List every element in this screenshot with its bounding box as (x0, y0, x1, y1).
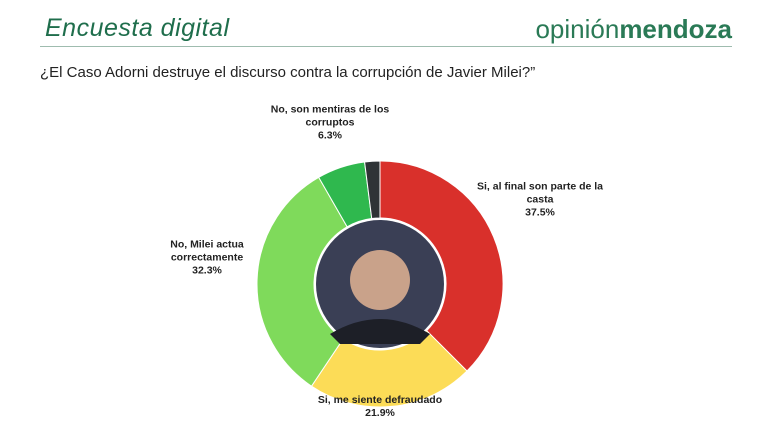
chart-title: ¿El Caso Adorni destruye el discurso con… (40, 64, 536, 81)
slice-label: No, son mentiras de los corruptos 6.3% (265, 104, 395, 143)
slice-value: 32.3% (192, 264, 222, 277)
brand-light: opinión (535, 14, 620, 44)
slice-value: 6.3% (318, 129, 342, 142)
donut-slice (256, 176, 348, 387)
slice-label: No, Milei actua correctamente 32.3% (142, 239, 272, 278)
slice-value: 21.9% (365, 407, 395, 419)
slice-label: Si, me siente defraudado 21.9% (315, 394, 445, 420)
header-title: Encuesta digital (45, 14, 230, 42)
slice-category: Si, me siente defraudado (317, 394, 443, 406)
slice-category: Si, al final son parte de la casta (476, 180, 604, 206)
slice-category: No, son mentiras de los corruptos (270, 103, 390, 129)
donut-slice (379, 160, 504, 372)
slice-category: No, Milei actua correctamente (170, 238, 244, 264)
donut-slice (310, 329, 468, 408)
header-rule (40, 46, 732, 47)
slice-label: Si, al final son parte de la casta 37.5% (475, 181, 605, 220)
brand: opiniónmendoza (535, 14, 732, 45)
photo-suit (330, 319, 430, 344)
donut-slice (364, 160, 381, 220)
brand-bold: mendoza (619, 14, 732, 44)
photo-face (350, 250, 410, 310)
slice-value: 37.5% (525, 206, 555, 219)
